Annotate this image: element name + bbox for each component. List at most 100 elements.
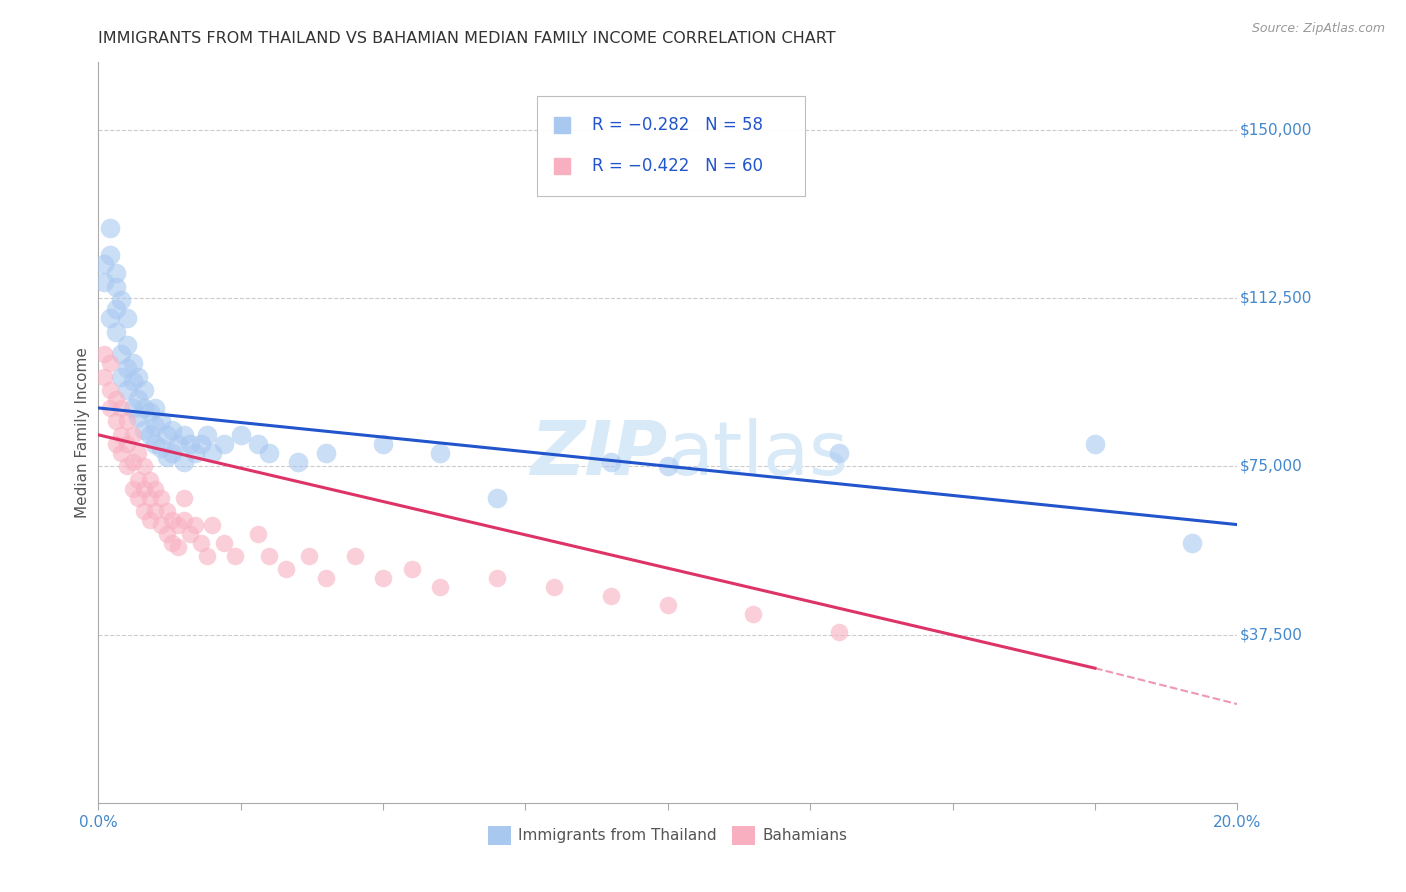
Point <box>110 293 132 308</box>
Point <box>828 446 851 460</box>
Point <box>1181 535 1204 549</box>
Point <box>110 401 132 415</box>
Point <box>212 437 235 451</box>
Legend: Immigrants from Thailand, Bahamians: Immigrants from Thailand, Bahamians <box>482 820 853 851</box>
Point <box>150 442 173 456</box>
Point <box>98 221 121 235</box>
Point <box>121 428 143 442</box>
Point <box>104 266 127 280</box>
Point <box>276 562 298 576</box>
Point <box>486 571 509 585</box>
Point <box>104 280 127 294</box>
Point <box>138 513 160 527</box>
Point <box>246 526 269 541</box>
Text: Source: ZipAtlas.com: Source: ZipAtlas.com <box>1251 22 1385 36</box>
Point <box>145 418 167 433</box>
Point <box>657 599 679 613</box>
Point <box>132 504 155 518</box>
Point <box>1084 437 1107 451</box>
Point <box>138 405 160 419</box>
Point <box>162 513 184 527</box>
Point <box>401 562 423 576</box>
Point <box>115 437 138 451</box>
Point <box>343 549 366 563</box>
Point <box>98 248 121 262</box>
Text: atlas: atlas <box>668 418 849 491</box>
Point <box>184 446 207 460</box>
FancyBboxPatch shape <box>537 95 804 195</box>
Point <box>104 437 127 451</box>
Point <box>115 338 138 352</box>
Point <box>104 414 127 428</box>
Point <box>121 482 143 496</box>
Point <box>600 590 623 604</box>
Point <box>93 369 115 384</box>
Point <box>150 491 173 505</box>
Point <box>132 459 155 474</box>
Point <box>98 356 121 370</box>
Point <box>132 383 155 397</box>
Point <box>93 275 115 289</box>
Point <box>93 257 115 271</box>
Point <box>127 392 149 406</box>
Point <box>201 446 224 460</box>
Point <box>104 392 127 406</box>
Point <box>115 459 138 474</box>
Point <box>98 311 121 326</box>
Text: IMMIGRANTS FROM THAILAND VS BAHAMIAN MEDIAN FAMILY INCOME CORRELATION CHART: IMMIGRANTS FROM THAILAND VS BAHAMIAN MED… <box>98 31 837 46</box>
Point <box>121 374 143 388</box>
Point <box>145 504 167 518</box>
Point <box>162 446 184 460</box>
Point <box>287 455 309 469</box>
Point <box>156 450 179 465</box>
Point <box>145 482 167 496</box>
Point <box>828 625 851 640</box>
Text: R = −0.282   N = 58: R = −0.282 N = 58 <box>592 116 762 135</box>
Point <box>190 535 212 549</box>
Point <box>173 513 195 527</box>
Point <box>224 549 246 563</box>
Text: $150,000: $150,000 <box>1240 122 1312 137</box>
Point <box>190 437 212 451</box>
Point <box>127 491 149 505</box>
Point <box>373 571 395 585</box>
Point <box>104 302 127 317</box>
Point <box>298 549 321 563</box>
Point <box>132 423 155 437</box>
Point <box>201 517 224 532</box>
Point <box>121 356 143 370</box>
Point <box>315 571 337 585</box>
Point <box>156 526 179 541</box>
Point <box>145 437 167 451</box>
Point <box>156 428 179 442</box>
Point <box>110 446 132 460</box>
Point <box>173 455 195 469</box>
Point <box>127 473 149 487</box>
Point <box>98 401 121 415</box>
Point <box>121 401 143 415</box>
Point <box>429 446 451 460</box>
Point <box>162 423 184 437</box>
Point <box>138 491 160 505</box>
Point <box>179 437 201 451</box>
Point <box>138 428 160 442</box>
Point <box>657 459 679 474</box>
Point <box>150 414 173 428</box>
Point <box>246 437 269 451</box>
Point <box>156 504 179 518</box>
Point <box>115 360 138 375</box>
Point <box>115 414 138 428</box>
Point <box>110 428 132 442</box>
Point <box>127 409 149 424</box>
Point <box>145 401 167 415</box>
Point <box>127 446 149 460</box>
Y-axis label: Median Family Income: Median Family Income <box>75 347 90 518</box>
Point <box>150 517 173 532</box>
Point <box>167 437 190 451</box>
Point <box>132 482 155 496</box>
Point <box>229 428 252 442</box>
Point <box>259 549 281 563</box>
Point <box>132 401 155 415</box>
Point <box>167 517 190 532</box>
Point <box>259 446 281 460</box>
